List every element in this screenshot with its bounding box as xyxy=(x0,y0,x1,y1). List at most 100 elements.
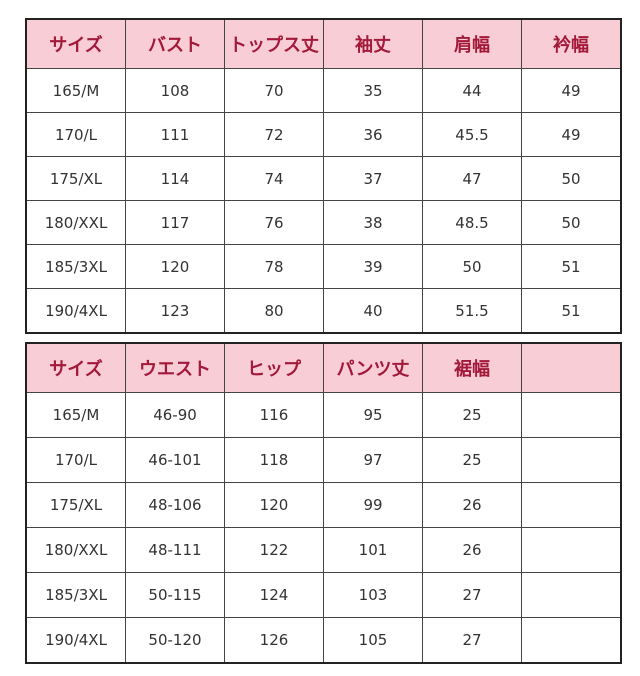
table-row: 180/XXL 48-111 122 101 26 xyxy=(25,527,622,573)
column-header: 袖丈 xyxy=(323,18,423,69)
table-row: 190/4XL 50-120 126 105 27 xyxy=(25,617,622,664)
table-cell: 175/XL xyxy=(25,482,126,528)
table-cell: 72 xyxy=(224,112,324,157)
table-cell xyxy=(521,572,622,618)
pants-size-table: サイズ ウエスト ヒップ パンツ丈 裾幅 165/M 46-90 116 95 25 170/L 46… xyxy=(25,342,622,664)
header-row: サイズ バスト トップス丈 袖丈 肩幅 衿幅 xyxy=(25,18,622,69)
table-cell: 48-111 xyxy=(125,527,225,573)
header-row: サイズ ウエスト ヒップ パンツ丈 裾幅 xyxy=(25,342,622,393)
table-cell xyxy=(521,482,622,528)
column-header xyxy=(521,342,622,393)
column-header: 肩幅 xyxy=(422,18,522,69)
table-cell: 120 xyxy=(224,482,324,528)
table-cell: 50 xyxy=(521,156,622,201)
table-cell: 40 xyxy=(323,288,423,334)
table-cell: 27 xyxy=(422,572,522,618)
table-cell: 74 xyxy=(224,156,324,201)
table-row: 165/M 108 70 35 44 49 xyxy=(25,68,622,113)
table-cell: 48.5 xyxy=(422,200,522,245)
table-cell: 50 xyxy=(422,244,522,289)
table-cell: 51 xyxy=(521,288,622,334)
table-cell xyxy=(521,437,622,483)
table-cell: 49 xyxy=(521,68,622,113)
table-cell: 50 xyxy=(521,200,622,245)
table-row: 170/L 46-101 118 97 25 xyxy=(25,437,622,483)
table-cell: 25 xyxy=(422,437,522,483)
table-cell: 180/XXL xyxy=(25,200,126,245)
table-cell: 123 xyxy=(125,288,225,334)
table-cell: 180/XXL xyxy=(25,527,126,573)
table-cell: 165/M xyxy=(25,392,126,438)
table-cell: 117 xyxy=(125,200,225,245)
table-cell: 99 xyxy=(323,482,423,528)
column-header: 衿幅 xyxy=(521,18,622,69)
table-cell xyxy=(521,392,622,438)
table-cell: 170/L xyxy=(25,437,126,483)
table-cell: 122 xyxy=(224,527,324,573)
table-cell: 101 xyxy=(323,527,423,573)
table-cell: 76 xyxy=(224,200,324,245)
table-cell: 49 xyxy=(521,112,622,157)
table-cell: 26 xyxy=(422,482,522,528)
table-cell: 103 xyxy=(323,572,423,618)
table-cell: 47 xyxy=(422,156,522,201)
table-cell: 105 xyxy=(323,617,423,664)
column-header: サイズ xyxy=(25,342,126,393)
table-row: 175/XL 48-106 120 99 26 xyxy=(25,482,622,528)
table-cell: 70 xyxy=(224,68,324,113)
table-cell: 37 xyxy=(323,156,423,201)
table-row: 190/4XL 123 80 40 51.5 51 xyxy=(25,288,622,334)
table-cell: 36 xyxy=(323,112,423,157)
table-cell xyxy=(521,527,622,573)
table-cell: 38 xyxy=(323,200,423,245)
tops-size-table: サイズ バスト トップス丈 袖丈 肩幅 衿幅 165/M 108 70 35 44 49 170/L 11… xyxy=(25,18,622,334)
table-row: 165/M 46-90 116 95 25 xyxy=(25,392,622,438)
table-cell: 51 xyxy=(521,244,622,289)
column-header: ヒップ xyxy=(224,342,324,393)
table-cell: 27 xyxy=(422,617,522,664)
table-cell: 95 xyxy=(323,392,423,438)
table-cell: 170/L xyxy=(25,112,126,157)
table-cell: 78 xyxy=(224,244,324,289)
table-cell: 114 xyxy=(125,156,225,201)
table-cell: 120 xyxy=(125,244,225,289)
column-header: 裾幅 xyxy=(422,342,522,393)
table-cell: 116 xyxy=(224,392,324,438)
table-cell: 126 xyxy=(224,617,324,664)
table-cell: 185/3XL xyxy=(25,244,126,289)
table-row: 185/3XL 50-115 124 103 27 xyxy=(25,572,622,618)
table-cell: 190/4XL xyxy=(25,617,126,664)
table-cell: 108 xyxy=(125,68,225,113)
table-cell xyxy=(521,617,622,664)
table-cell: 190/4XL xyxy=(25,288,126,334)
column-header: トップス丈 xyxy=(224,18,324,69)
table-row: 185/3XL 120 78 39 50 51 xyxy=(25,244,622,289)
table-row: 180/XXL 117 76 38 48.5 50 xyxy=(25,200,622,245)
table-cell: 50-115 xyxy=(125,572,225,618)
table-cell: 35 xyxy=(323,68,423,113)
column-header: バスト xyxy=(125,18,225,69)
table-cell: 124 xyxy=(224,572,324,618)
table-cell: 46-101 xyxy=(125,437,225,483)
table-cell: 48-106 xyxy=(125,482,225,528)
table-cell: 175/XL xyxy=(25,156,126,201)
column-header: ウエスト xyxy=(125,342,225,393)
table-cell: 165/M xyxy=(25,68,126,113)
table-row: 175/XL 114 74 37 47 50 xyxy=(25,156,622,201)
table-cell: 185/3XL xyxy=(25,572,126,618)
table-cell: 45.5 xyxy=(422,112,522,157)
table-cell: 80 xyxy=(224,288,324,334)
column-header: パンツ丈 xyxy=(323,342,423,393)
table-cell: 25 xyxy=(422,392,522,438)
table-row: 170/L 111 72 36 45.5 49 xyxy=(25,112,622,157)
table-cell: 51.5 xyxy=(422,288,522,334)
column-header: サイズ xyxy=(25,18,126,69)
table-cell: 50-120 xyxy=(125,617,225,664)
table-cell: 44 xyxy=(422,68,522,113)
table-cell: 26 xyxy=(422,527,522,573)
table-cell: 118 xyxy=(224,437,324,483)
table-cell: 97 xyxy=(323,437,423,483)
table-cell: 46-90 xyxy=(125,392,225,438)
table-cell: 39 xyxy=(323,244,423,289)
table-cell: 111 xyxy=(125,112,225,157)
